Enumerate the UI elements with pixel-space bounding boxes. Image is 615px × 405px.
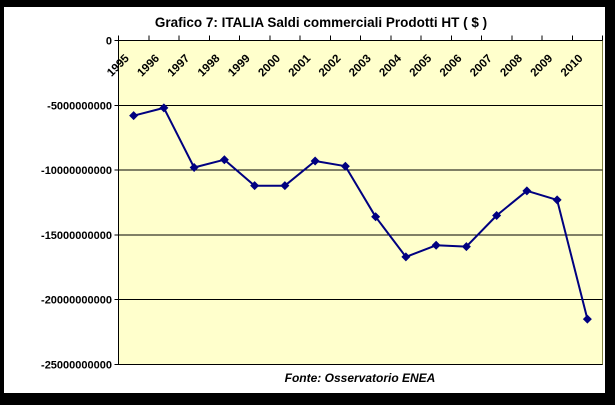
plot-background (118, 40, 603, 365)
data-point-marker (250, 181, 260, 191)
data-point-marker (219, 155, 229, 165)
source-caption: Fonte: Osservatorio ENEA (284, 371, 436, 385)
y-tick-label: -5000000000 (47, 100, 112, 112)
y-tick-label: 0 (106, 36, 112, 48)
data-point-marker (401, 252, 411, 262)
series-line (133, 106, 589, 320)
data-point-marker (552, 195, 562, 205)
y-tick-label: -10000000000 (41, 165, 112, 177)
data-point-marker (280, 181, 290, 191)
data-point-marker (522, 186, 532, 196)
chart-title: Grafico 7: ITALIA Saldi commerciali Prod… (154, 15, 488, 30)
data-point-marker (492, 210, 502, 220)
data-point-marker (461, 242, 471, 252)
data-point-marker (371, 212, 381, 222)
data-point-marker (582, 314, 592, 324)
data-point-marker (129, 111, 139, 121)
data-point-marker (340, 161, 350, 171)
data-point-marker (189, 163, 199, 173)
data-point-marker (431, 240, 441, 250)
data-point-marker (159, 103, 169, 113)
y-tick-label: -15000000000 (41, 230, 112, 242)
y-tick-label: -20000000000 (41, 295, 112, 307)
y-tick-label: -25000000000 (41, 360, 112, 372)
data-point-marker (310, 156, 320, 166)
